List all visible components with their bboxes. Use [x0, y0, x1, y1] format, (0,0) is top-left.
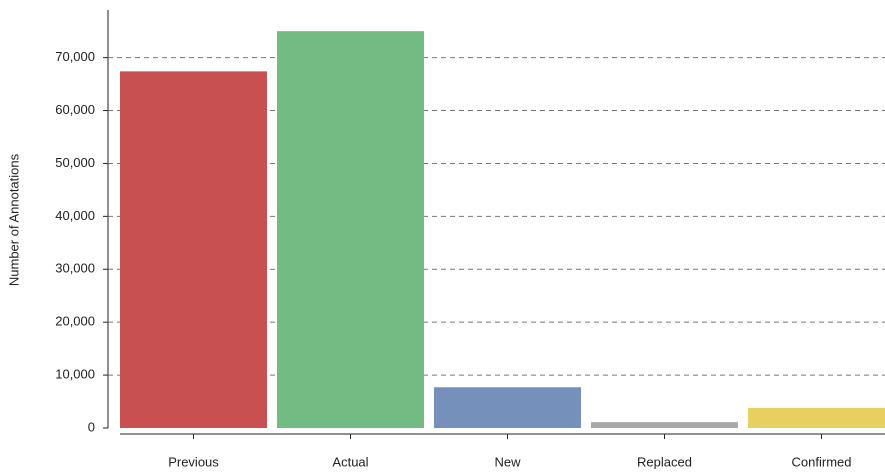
bar: [748, 407, 885, 428]
y-tick-label: 70,000: [55, 49, 95, 64]
x-tick-label: Previous: [168, 454, 219, 469]
x-tick-label: New: [494, 454, 521, 469]
y-axis-label: Number of Annotations: [6, 153, 21, 286]
y-tick-label: 30,000: [55, 261, 95, 276]
y-tick-label: 40,000: [55, 208, 95, 223]
y-tick-label: 20,000: [55, 314, 95, 329]
y-tick-label: 10,000: [55, 367, 95, 382]
x-tick-label: Actual: [332, 454, 368, 469]
bar: [591, 422, 738, 428]
y-tick-label: 50,000: [55, 155, 95, 170]
x-tick-label: Replaced: [637, 454, 692, 469]
bar: [434, 387, 581, 428]
y-tick-label: 0: [88, 419, 95, 434]
bar: [277, 31, 424, 429]
y-tick-label: 60,000: [55, 102, 95, 117]
bar: [120, 71, 267, 429]
x-tick-label: Confirmed: [792, 454, 852, 469]
